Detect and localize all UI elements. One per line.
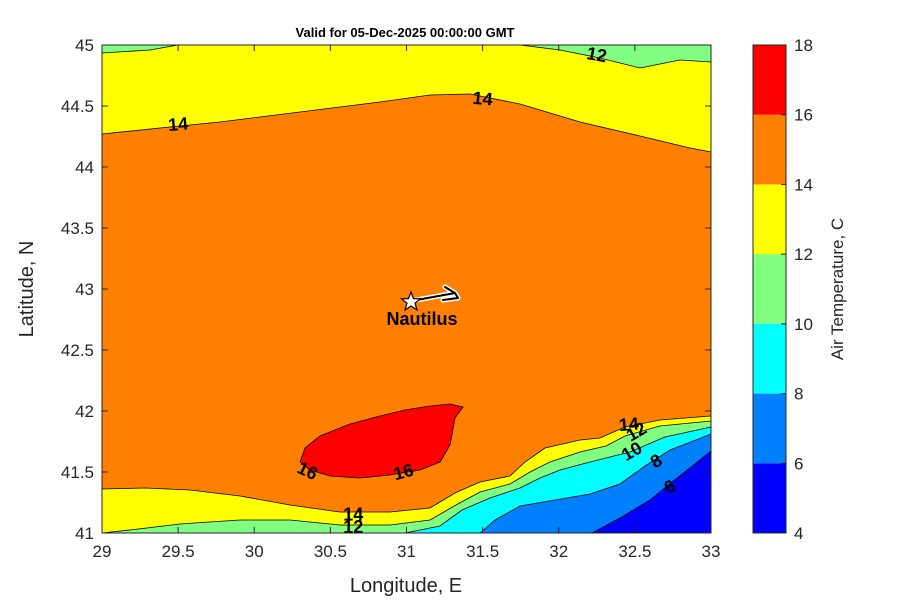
colorbar-tick-label: 10 [794,315,813,334]
colorbar-tick-label: 18 [794,36,813,55]
x-tick-label: 32 [549,542,568,561]
colorbar-tick-label: 4 [794,524,803,543]
colorbar-segment [753,114,786,185]
contour-label: 14 [343,505,363,525]
x-tick-label: 29 [93,542,112,561]
y-tick-label: 42 [75,402,94,421]
colorbar-tick-label: 6 [794,454,803,473]
y-axis-label: Latitude, N [16,241,38,338]
y-tick-label: 41.5 [61,463,94,482]
colorbar-tick-label: 8 [794,385,803,404]
colorbar-segment [753,463,786,533]
contour-label: 14 [472,88,494,110]
y-tick-label: 42.5 [61,341,94,360]
contour-label: 14 [167,113,189,135]
colorbar-segment [753,45,786,115]
x-tick-label: 33 [702,542,721,561]
band-16-18 [299,403,464,479]
y-tick-label: 44 [75,158,94,177]
x-axis: 29 29.5 30 30.5 31 31.5 32 32.5 33 [93,45,721,561]
colorbar-segment [753,323,786,394]
x-tick-label: 32.5 [618,542,651,561]
y-tick-label: 44.5 [61,97,94,116]
band-4-6 [591,450,711,533]
contour-label: 12 [343,517,363,537]
x-tick-label: 30.5 [314,542,347,561]
colorbar-label: Air Temperature, C [828,218,847,360]
band-12-14-north [102,45,711,153]
x-tick-label: 31.5 [466,542,499,561]
colorbar: 4 6 8 10 12 14 16 18 [752,36,813,543]
station-marker: Nautilus [386,284,461,329]
x-tick-label: 29.5 [162,542,195,561]
x-tick-label: 30 [245,542,264,561]
y-tick-label: 41 [75,524,94,543]
x-tick-label: 31 [397,542,416,561]
y-tick-label: 43.5 [61,219,94,238]
colorbar-segment [753,254,786,324]
colorbar-frame [752,44,787,534]
colorbar-segment [753,393,786,464]
colorbar-tick-label: 14 [794,175,813,194]
colorbar-tick-label: 16 [794,106,813,125]
chart-title: Valid for 05-Dec-2025 00:00:00 GMT [296,25,515,40]
y-tick-label: 45 [75,36,94,55]
colorbar-segment [753,184,786,255]
y-tick-label: 43 [75,280,94,299]
colorbar-tick-label: 12 [794,245,813,264]
contour-label: 14 [618,414,640,436]
station-label: Nautilus [386,309,457,329]
y-axis: 41 41.5 42 42.5 43 43.5 44 44.5 45 [61,36,711,543]
x-axis-label: Longitude, E [350,575,462,597]
contour-plot-area [102,45,711,533]
band-10-12-north [102,45,711,69]
star-icon [399,290,423,312]
contour-label: 12 [585,43,608,66]
